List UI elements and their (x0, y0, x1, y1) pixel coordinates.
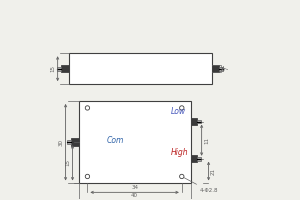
Bar (57, 67, 61, 71)
Bar (71, 138, 79, 146)
Text: High: High (171, 148, 188, 157)
Bar (69, 53, 212, 84)
Circle shape (180, 174, 184, 179)
Bar (197, 157, 201, 161)
Text: 4-Φ2.8: 4-Φ2.8 (184, 178, 218, 193)
Text: 30: 30 (58, 139, 63, 146)
Circle shape (180, 106, 184, 110)
Text: Low: Low (171, 107, 186, 116)
Text: 21: 21 (211, 168, 216, 175)
Text: Com: Com (106, 136, 124, 145)
Bar (61, 65, 69, 72)
Bar (219, 67, 224, 71)
Bar (67, 140, 71, 144)
Text: 15: 15 (65, 159, 70, 166)
Text: 15: 15 (50, 65, 55, 72)
Text: 11: 11 (204, 137, 209, 144)
Circle shape (85, 174, 90, 179)
Text: 7: 7 (225, 67, 230, 70)
Bar (79, 101, 191, 183)
Text: 34: 34 (131, 185, 138, 190)
Text: 40: 40 (131, 193, 138, 198)
Bar (191, 155, 197, 162)
Bar (212, 65, 219, 72)
Bar (197, 120, 201, 123)
Circle shape (85, 106, 90, 110)
Bar (191, 118, 197, 125)
